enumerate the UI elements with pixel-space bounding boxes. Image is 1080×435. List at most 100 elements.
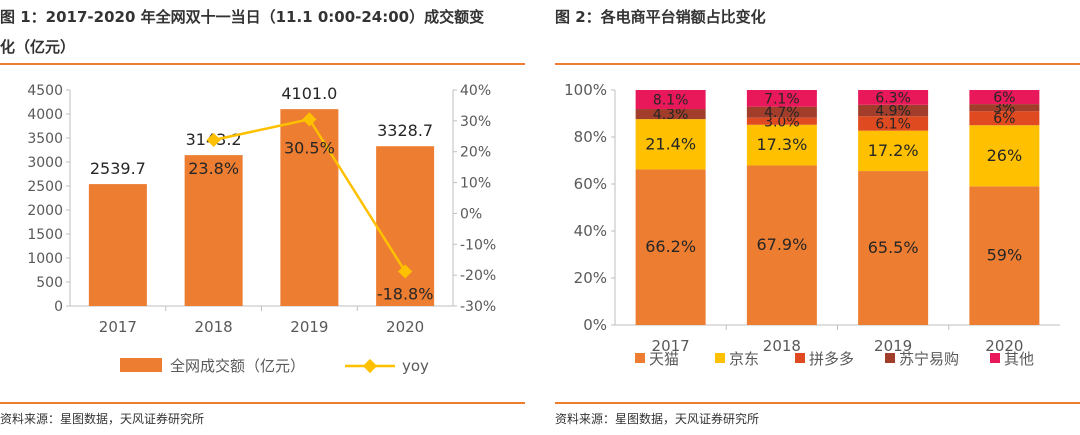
left-axis-tick-label: 1500 — [27, 227, 63, 243]
y-axis-tick-label: 60% — [574, 175, 607, 193]
right-axis-tick-label: 20% — [460, 145, 491, 161]
figure2-top-rule — [555, 63, 1080, 65]
legend-label-京东: 京东 — [729, 350, 759, 368]
segment-2020-天猫 — [969, 186, 1040, 325]
x-axis-label-2020: 2020 — [386, 318, 424, 336]
segment-value-label: 3.0% — [764, 114, 800, 130]
segment-2020-其他 — [969, 90, 1040, 105]
left-axis-tick-label: 3500 — [27, 131, 63, 147]
segment-value-label: 6% — [993, 90, 1015, 106]
bar-2017 — [88, 184, 147, 306]
legend-bar-label: 全网成交额（亿元） — [170, 357, 305, 375]
yoy-point — [302, 112, 317, 127]
segment-value-label: 6% — [993, 111, 1015, 127]
legend-swatch-京东 — [715, 353, 725, 363]
legend-label-其他: 其他 — [1004, 350, 1034, 368]
bar-2019 — [280, 109, 339, 306]
segment-2019-苏宁易购 — [858, 104, 929, 117]
figure2-title: 图 2：各电商平台销额占比变化 — [555, 8, 766, 26]
left-axis-tick-label: 3000 — [27, 155, 63, 171]
segment-value-label: 4.3% — [653, 107, 689, 123]
figure1-title-line2: 化（亿元） — [0, 38, 76, 56]
segment-value-label: 3% — [993, 101, 1015, 117]
segment-2019-拼多多 — [858, 116, 929, 131]
segment-2018-其他 — [746, 90, 817, 107]
figure2-bottom-rule — [555, 402, 1080, 404]
legend-label-天猫: 天猫 — [649, 350, 679, 368]
x-axis-label-2017: 2017 — [652, 337, 690, 355]
x-axis-label-2020: 2020 — [985, 337, 1023, 355]
figure1-title-line1: 图 1：2017-2020 年全网双十一当日（11.1 0:00-24:00）成… — [0, 8, 485, 26]
left-axis-tick-label: 4000 — [27, 107, 63, 123]
segment-value-label: 6.3% — [875, 90, 911, 106]
figure1-panel: 图 1：2017-2020 年全网双十一当日（11.1 0:00-24:00）成… — [0, 0, 525, 435]
x-axis-label-2017: 2017 — [99, 318, 137, 336]
segment-2017-京东 — [635, 119, 706, 170]
legend-swatch-天猫 — [635, 353, 645, 363]
bar-2018 — [184, 155, 243, 306]
segment-2017-苏宁易购 — [635, 109, 706, 120]
segment-2019-京东 — [858, 130, 929, 172]
legend-label-拼多多: 拼多多 — [809, 350, 854, 368]
yoy-value-label: -18.8% — [377, 284, 434, 303]
legend-bar-swatch — [120, 358, 162, 372]
segment-value-label: 17.2% — [868, 141, 919, 160]
left-axis-tick-label: 1000 — [27, 251, 63, 267]
right-axis-tick-label: 10% — [460, 176, 491, 192]
figure2-source: 资料来源：星图数据，天风证券研究所 — [555, 412, 760, 426]
left-axis-tick-label: 500 — [36, 275, 63, 291]
segment-2017-其他 — [635, 90, 706, 110]
figure1-chart: 0 500 1000 1500 2000 2500 3000 3500 4000 4500 -30%… — [27, 83, 496, 375]
legend-swatch-拼多多 — [795, 353, 805, 363]
x-axis-label-2019: 2019 — [874, 337, 912, 355]
bar-value-label: 4101.0 — [281, 84, 337, 103]
segment-2017-天猫 — [635, 169, 706, 325]
figure1-title: 图 1：2017-2020 年全网双十一当日（11.1 0:00-24:00）成… — [0, 2, 484, 62]
x-axis-label-2018: 2018 — [763, 337, 801, 355]
right-axis-tick-label: 0% — [460, 206, 482, 222]
yoy-value-label: 30.5% — [284, 138, 335, 157]
segment-value-label: 59% — [987, 246, 1023, 265]
right-axis-tick-label: -10% — [460, 237, 496, 253]
segment-value-label: 4.9% — [875, 104, 911, 120]
segment-2020-拼多多 — [969, 111, 1040, 126]
segment-2018-苏宁易购 — [746, 106, 817, 118]
y-axis-tick-label: 100% — [564, 81, 607, 99]
figure1-source: 资料来源：星图数据，天风证券研究所 — [0, 412, 205, 426]
segment-value-label: 67.9% — [756, 235, 807, 254]
left-axis-tick-label: 2500 — [27, 179, 63, 195]
segment-value-label: 4.7% — [764, 105, 800, 121]
x-axis-label-2018: 2018 — [195, 318, 233, 336]
bar-value-label: 3328.7 — [377, 121, 433, 140]
segment-2018-拼多多 — [746, 117, 817, 125]
y-axis-tick-label: 40% — [574, 222, 607, 240]
segment-2019-天猫 — [858, 171, 929, 325]
segment-value-label: 6.1% — [875, 116, 911, 132]
y-axis-tick-label: 20% — [574, 269, 607, 287]
legend-line-label: yoy — [402, 357, 429, 375]
right-axis-tick-label: -20% — [460, 268, 496, 284]
left-axis-tick-label: 2000 — [27, 203, 63, 219]
figure2-chart: 0% 20% 40% 60% 80% 100% 66.2% 21.4% 4.3%8.1% 2017… — [564, 81, 1060, 368]
segment-value-label: 7.1% — [764, 91, 800, 107]
left-axis-tick-label: 4500 — [27, 83, 63, 99]
x-axis-label-2019: 2019 — [290, 318, 328, 336]
legend-line-marker — [362, 358, 378, 374]
figure1-top-rule — [0, 63, 525, 65]
bar-2020 — [376, 146, 435, 306]
right-axis-tick-label: 40% — [460, 83, 491, 99]
left-axis-tick-label: 0 — [54, 299, 63, 315]
legend-label-苏宁易购: 苏宁易购 — [899, 350, 959, 368]
segment-value-label: 66.2% — [645, 237, 696, 256]
legend-swatch-苏宁易购 — [885, 353, 895, 363]
segment-2018-京东 — [746, 124, 817, 166]
yoy-point — [398, 264, 413, 279]
segment-2018-天猫 — [746, 165, 817, 325]
figure1-bottom-rule — [0, 402, 525, 404]
right-axis-tick-label: -30% — [460, 299, 496, 315]
segment-value-label: 8.1% — [653, 93, 689, 109]
legend-swatch-其他 — [990, 353, 1000, 363]
figure2-panel: 图 2：各电商平台销额占比变化 0% 20% 40% 60% 80% 100% 66.2% 2… — [555, 0, 1080, 435]
segment-2019-其他 — [858, 90, 929, 105]
segment-value-label: 17.3% — [756, 135, 807, 154]
